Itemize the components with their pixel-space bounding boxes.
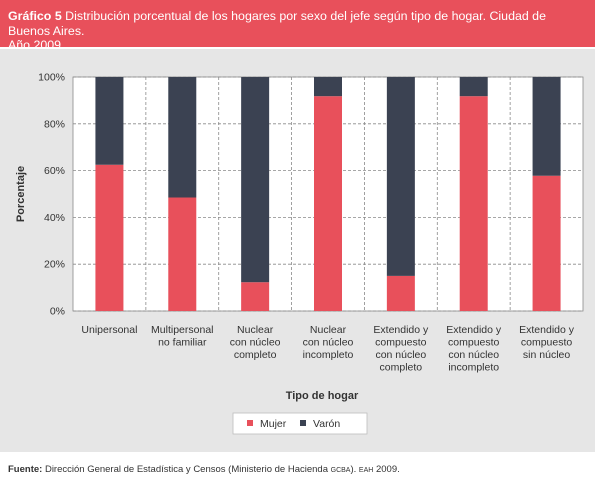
- chart-title-year: Año 2009: [8, 38, 62, 52]
- x-axis-title: Tipo de hogar: [286, 390, 359, 402]
- x-tick-label: compuesto: [448, 337, 500, 349]
- bar-varon: [532, 77, 561, 176]
- bar-varon: [314, 77, 342, 97]
- x-tick-label: Extendido y: [373, 324, 429, 336]
- bar-varon: [168, 77, 197, 198]
- y-tick-label: 20%: [44, 259, 65, 271]
- x-tick-label: incompleto: [448, 362, 499, 374]
- bar-varon: [241, 77, 270, 283]
- chart-header: Gráfico 5 Distribución porcentual de los…: [0, 0, 595, 52]
- x-tick-label: compuesto: [375, 337, 427, 349]
- bar-varon: [386, 77, 415, 276]
- bar-varon: [95, 77, 124, 165]
- legend-label-varon: Varón: [313, 418, 340, 430]
- x-tick-label: Unipersonal: [81, 324, 137, 336]
- y-tick-label: 80%: [44, 118, 65, 130]
- source-gcba: GCBA: [330, 467, 351, 474]
- x-tick-label: completo: [380, 362, 423, 374]
- source-year: 2009.: [373, 464, 400, 475]
- source-text-after: ).: [350, 464, 359, 475]
- chart-number: Gráfico 5: [8, 9, 62, 23]
- x-tick-label: Nuclear: [310, 324, 347, 336]
- x-tick-label: Extendido y: [446, 324, 502, 336]
- bar-mujer: [168, 197, 197, 311]
- x-tick-label: compuesto: [521, 337, 573, 349]
- y-tick-label: 100%: [38, 72, 65, 84]
- x-tick-label: con núcleo: [448, 349, 499, 361]
- source-eah: EAH: [358, 467, 374, 474]
- bar-mujer: [314, 96, 342, 311]
- x-tick-label: con núcleo: [303, 337, 354, 349]
- source-note: Fuente: Dirección General de Estadística…: [8, 464, 593, 475]
- x-tick-label: sin núcleo: [523, 349, 570, 361]
- bar-mujer: [241, 282, 270, 311]
- y-axis-title: Porcentaje: [15, 166, 27, 222]
- legend-swatch-mujer: [247, 420, 253, 426]
- x-tick-label: Nuclear: [237, 324, 274, 336]
- x-tick-label: con núcleo: [230, 337, 281, 349]
- x-tick-label: completo: [234, 349, 277, 361]
- x-tick-label: no familiar: [158, 337, 207, 349]
- y-tick-label: 40%: [44, 212, 65, 224]
- bar-mujer: [95, 164, 124, 311]
- x-tick-label: Extendido y: [519, 324, 575, 336]
- x-tick-label: Multipersonal: [151, 324, 213, 336]
- y-tick-label: 0%: [50, 306, 65, 318]
- x-tick-label: con núcleo: [375, 349, 426, 361]
- legend-label-mujer: Mujer: [260, 418, 287, 430]
- chart-title: Distribución porcentual de los hogares p…: [8, 9, 546, 38]
- legend-swatch-varon: [300, 420, 306, 426]
- source-text: Dirección General de Estadística y Censo…: [44, 464, 331, 475]
- y-tick-label: 60%: [44, 165, 65, 177]
- bar-varon: [459, 77, 488, 97]
- x-tick-label: incompleto: [303, 349, 354, 361]
- bar-mujer: [386, 275, 415, 311]
- source-label: Fuente:: [8, 464, 43, 475]
- bar-mujer: [532, 175, 561, 311]
- bar-mujer: [459, 96, 488, 311]
